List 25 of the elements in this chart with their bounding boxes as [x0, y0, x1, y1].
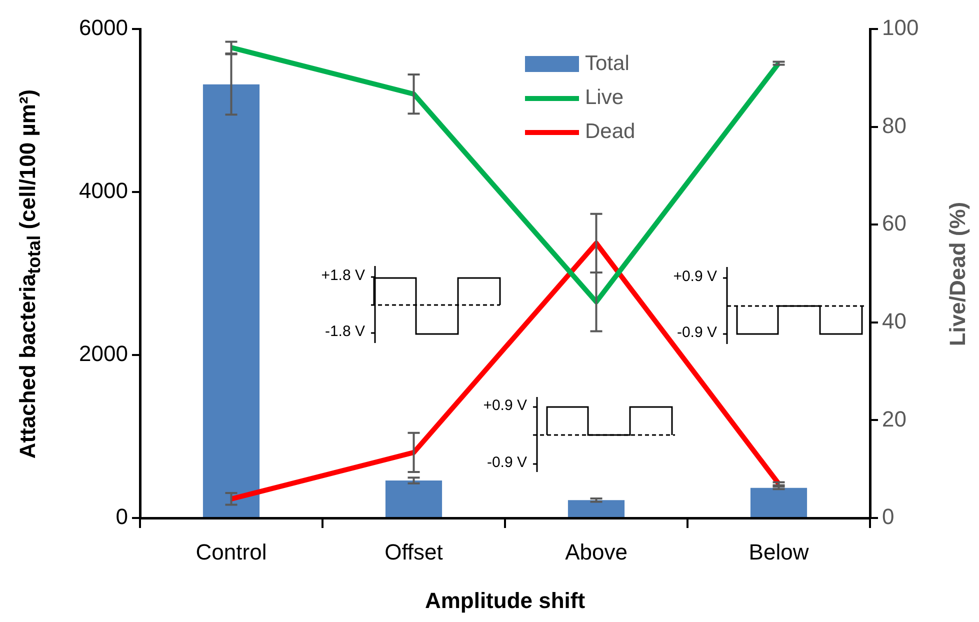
y2-tick-label: 20	[882, 406, 906, 432]
legend-label: Total	[585, 52, 630, 76]
y-tick-label: 4000	[79, 178, 128, 204]
annotation: -1.8 V	[324, 323, 365, 340]
x-tick-label: Above	[565, 539, 628, 564]
y2-tick-label: 80	[882, 112, 906, 138]
y2-tick-label: 0	[882, 504, 894, 530]
annotation: +0.9 V	[673, 268, 717, 285]
y-tick-label: 6000	[79, 15, 128, 40]
annotation: +0.9 V	[483, 397, 527, 414]
x-tick-label: Offset	[384, 539, 443, 564]
y-tick-label: 2000	[79, 341, 128, 366]
legend-label: Dead	[585, 120, 636, 144]
annotation: -0.9 V	[676, 324, 717, 341]
x-tick-label: Control	[196, 539, 267, 564]
y2-tick-label: 100	[882, 15, 919, 40]
legend-label: Live	[585, 86, 624, 110]
y-tick-label: 0	[116, 504, 128, 530]
x-axis-title: Amplitude shift	[424, 588, 586, 614]
annotation: +1.8 V	[321, 267, 365, 284]
y2-axis-title: Live/Dead (%)	[945, 201, 971, 346]
x-tick-label: Below	[748, 539, 809, 564]
y2-tick-label: 60	[882, 210, 906, 236]
y2-tick-label: 40	[882, 308, 906, 334]
annotation: -0.9 V	[486, 454, 527, 471]
